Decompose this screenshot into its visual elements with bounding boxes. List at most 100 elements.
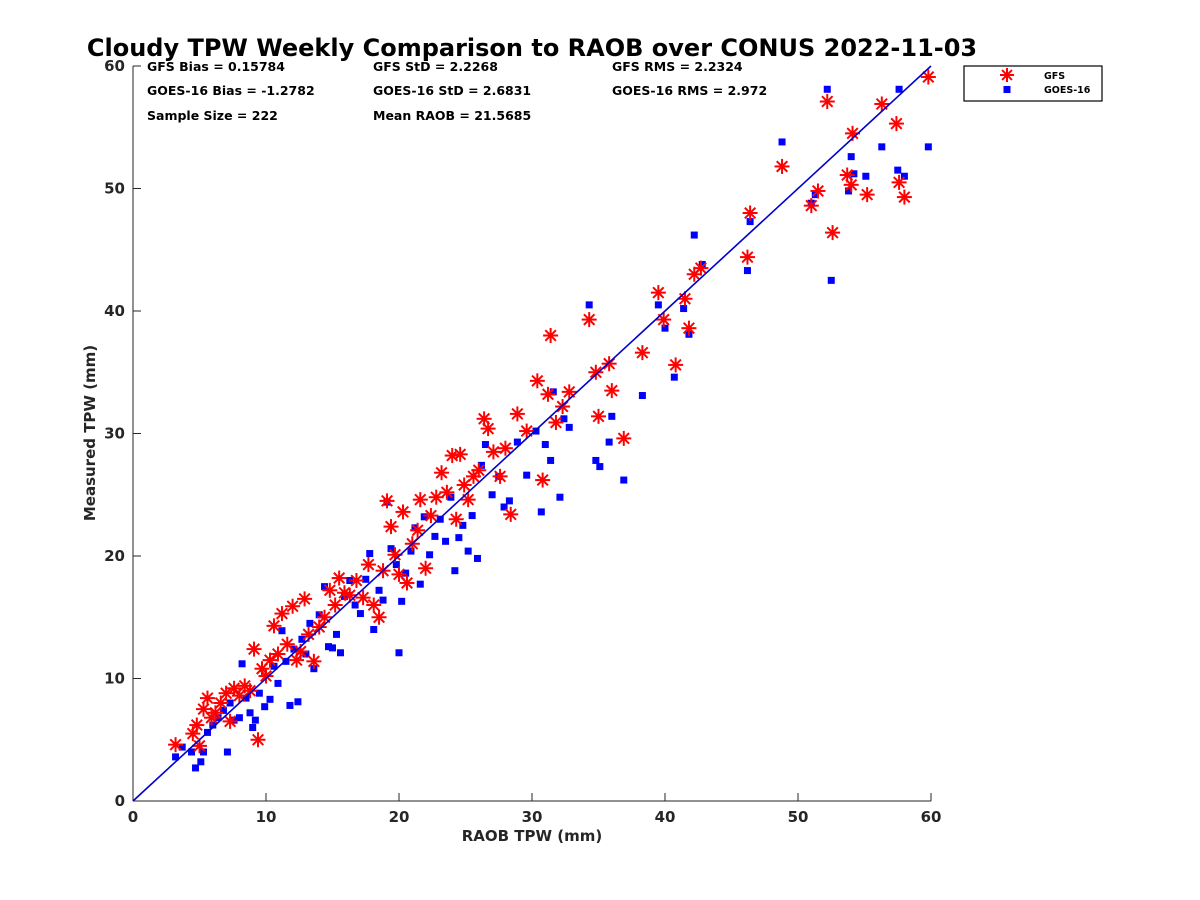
legend-goes16-marker bbox=[1003, 86, 1011, 93]
gfs-point bbox=[509, 406, 525, 422]
goes16-point bbox=[282, 657, 290, 665]
goes16-point bbox=[249, 724, 257, 731]
legend: GFS GOES-16 bbox=[963, 65, 1103, 102]
goes16-point bbox=[473, 554, 481, 562]
y-tick-label: 60 bbox=[104, 57, 125, 75]
goes16-point bbox=[325, 643, 333, 651]
goes16-point bbox=[878, 143, 886, 151]
gfs-rms-text: GFS RMS = 2.2324 bbox=[612, 59, 743, 74]
gfs-point bbox=[581, 312, 597, 328]
gfs-point bbox=[503, 506, 519, 522]
goes16-point bbox=[375, 586, 383, 594]
goes16-point bbox=[431, 532, 439, 540]
gfs-point bbox=[920, 69, 936, 85]
mean-raob-text: Mean RAOB = 21.5685 bbox=[373, 108, 531, 123]
goes16-point bbox=[294, 698, 302, 706]
gfs-point bbox=[681, 320, 697, 336]
gfs-point bbox=[355, 590, 371, 606]
gfs-point bbox=[535, 472, 551, 488]
gfs-bias-text: GFS Bias = 0.15784 bbox=[147, 59, 285, 74]
goes16-point bbox=[847, 153, 855, 161]
goes16-point bbox=[547, 456, 555, 464]
goes16-point bbox=[306, 619, 314, 627]
goes16-point bbox=[608, 412, 616, 420]
gfs-point bbox=[410, 522, 426, 538]
gfs-point bbox=[456, 477, 472, 493]
gfs-point bbox=[874, 96, 890, 112]
goes16-point bbox=[565, 423, 573, 431]
gfs-point bbox=[742, 205, 758, 221]
goes16-point bbox=[242, 694, 250, 702]
goes16-point bbox=[302, 650, 310, 658]
gfs-point bbox=[379, 493, 395, 509]
y-axis-label: Measured TPW (mm) bbox=[81, 345, 99, 521]
goes16-point bbox=[477, 461, 485, 469]
gfs-point bbox=[591, 408, 606, 424]
goes16-point bbox=[370, 626, 378, 633]
goes16-point bbox=[680, 305, 688, 313]
gfs-point bbox=[317, 609, 333, 625]
y-tick-label: 40 bbox=[104, 302, 125, 320]
gfs-point bbox=[891, 174, 907, 190]
gfs-point bbox=[262, 652, 278, 668]
goes16-point bbox=[270, 662, 278, 670]
gfs-point bbox=[279, 636, 295, 652]
goes16-point bbox=[523, 471, 531, 479]
gfs-point bbox=[399, 575, 415, 591]
gfs-point bbox=[485, 444, 501, 460]
goes16-point bbox=[379, 596, 387, 604]
gfs-point bbox=[452, 446, 468, 462]
goes16-point bbox=[556, 493, 564, 501]
gfs-point bbox=[412, 492, 428, 508]
goes16-point bbox=[416, 580, 424, 588]
y-tick-label: 50 bbox=[104, 180, 125, 198]
goes16-point bbox=[698, 260, 706, 268]
goes16-point bbox=[500, 503, 508, 511]
goes16-point bbox=[464, 547, 472, 555]
gfs-point bbox=[540, 386, 556, 402]
x-tick-label: 10 bbox=[256, 808, 277, 826]
x-tick-label: 30 bbox=[522, 808, 543, 826]
goes16-point bbox=[315, 611, 323, 619]
goes16-point bbox=[178, 743, 186, 751]
gfs-point bbox=[168, 737, 184, 753]
y-tick-label: 10 bbox=[104, 670, 125, 688]
goes16-point bbox=[532, 427, 540, 435]
goes16-point bbox=[436, 515, 444, 523]
goes16-point bbox=[459, 521, 467, 529]
goes16-point bbox=[541, 441, 549, 449]
goes16-point bbox=[778, 138, 786, 146]
gfs-point bbox=[548, 414, 564, 430]
gfs-point bbox=[391, 566, 407, 582]
gfs-point bbox=[519, 423, 535, 439]
y-tick-label: 0 bbox=[115, 792, 125, 810]
gfs-point bbox=[448, 511, 464, 527]
gfs-point bbox=[213, 695, 229, 711]
goes16-point bbox=[199, 748, 207, 756]
gfs-point bbox=[616, 430, 632, 446]
goes16-point bbox=[255, 689, 263, 697]
goes16-point bbox=[743, 267, 751, 275]
goes16-point bbox=[442, 537, 450, 545]
gfs-point bbox=[322, 582, 338, 598]
gfs-point bbox=[1000, 68, 1014, 82]
gfs-point bbox=[480, 421, 496, 437]
gfs-point bbox=[242, 683, 258, 699]
gfs-point bbox=[819, 94, 835, 110]
goes16-point bbox=[560, 415, 568, 423]
gfs-point bbox=[306, 653, 322, 669]
gfs-point bbox=[423, 508, 439, 524]
gfs-std-text: GFS StD = 2.2268 bbox=[373, 59, 498, 74]
x-tick-label: 0 bbox=[128, 808, 138, 826]
goes16-point bbox=[894, 166, 902, 174]
gfs-point bbox=[371, 609, 387, 625]
goes16-point bbox=[505, 497, 513, 505]
gfs-point bbox=[189, 717, 205, 733]
gfs-point bbox=[274, 606, 290, 622]
goes16-point bbox=[895, 85, 903, 93]
gfs-point bbox=[656, 312, 672, 328]
goes16-point bbox=[298, 635, 306, 643]
goes16-point bbox=[209, 721, 217, 729]
goes16-point bbox=[596, 463, 604, 471]
